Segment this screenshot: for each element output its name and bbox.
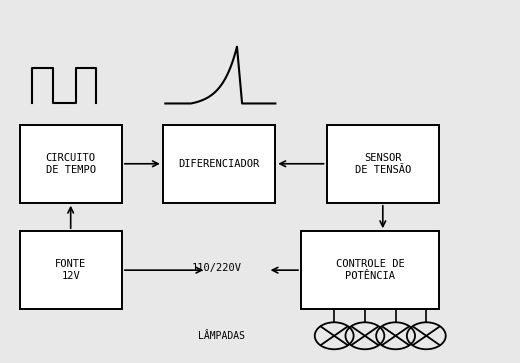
Text: CONTROLE DE
POTÊNCIA: CONTROLE DE POTÊNCIA	[335, 260, 405, 281]
FancyBboxPatch shape	[301, 231, 439, 309]
FancyBboxPatch shape	[327, 125, 439, 203]
Text: CIRCUITO
DE TEMPO: CIRCUITO DE TEMPO	[46, 153, 96, 175]
Text: DIFERENCIADOR: DIFERENCIADOR	[178, 159, 259, 169]
Text: 110/220V: 110/220V	[191, 264, 241, 273]
Text: FONTE
12V: FONTE 12V	[55, 260, 86, 281]
Text: LÂMPADAS: LÂMPADAS	[198, 331, 244, 341]
FancyBboxPatch shape	[20, 231, 122, 309]
FancyBboxPatch shape	[163, 125, 276, 203]
FancyBboxPatch shape	[20, 125, 122, 203]
Text: SENSOR
DE TENSÃO: SENSOR DE TENSÃO	[355, 153, 411, 175]
